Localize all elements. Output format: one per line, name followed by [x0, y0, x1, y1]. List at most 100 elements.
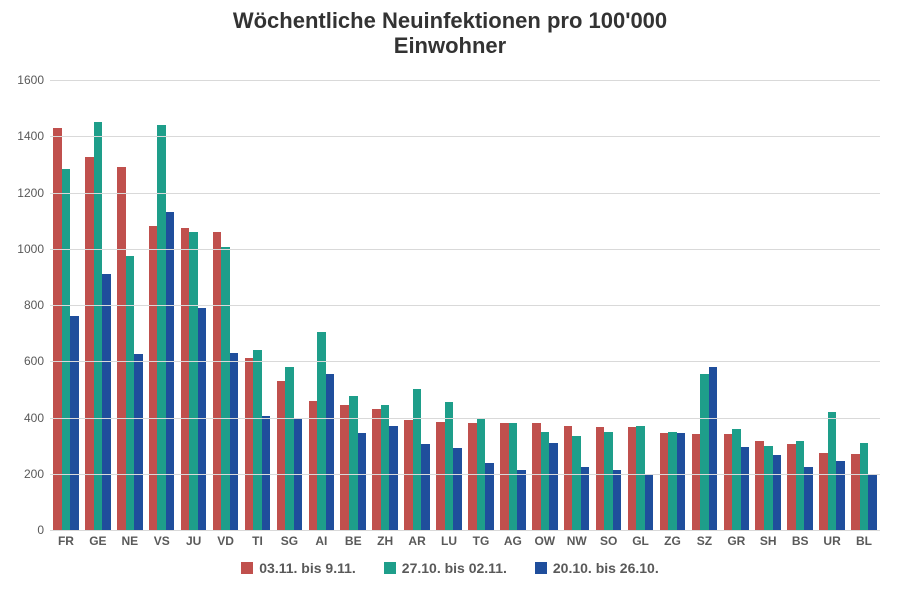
- gridline: [50, 474, 880, 475]
- ytick-label: 400: [24, 411, 50, 425]
- ytick-label: 0: [37, 523, 50, 537]
- bar: [53, 128, 62, 530]
- bar: [700, 374, 709, 530]
- xtick-label: ZH: [377, 530, 393, 548]
- bar: [157, 125, 166, 530]
- bar: [62, 169, 71, 530]
- bar: [636, 426, 645, 530]
- bar: [860, 443, 869, 530]
- bar: [213, 232, 222, 530]
- xtick-label: BL: [856, 530, 872, 548]
- bar: [517, 470, 526, 530]
- gridline: [50, 249, 880, 250]
- chart-title: Wöchentliche Neuinfektionen pro 100'000 …: [0, 8, 900, 59]
- bar: [755, 441, 764, 530]
- xtick-label: UR: [823, 530, 840, 548]
- bar: [468, 423, 477, 530]
- bar: [709, 367, 718, 530]
- xtick-label: ZG: [664, 530, 681, 548]
- bar: [628, 427, 637, 530]
- bar: [117, 167, 126, 530]
- bar: [134, 354, 143, 530]
- legend-label: 03.11. bis 9.11.: [259, 560, 356, 576]
- bar: [198, 308, 207, 530]
- xtick-label: TI: [252, 530, 263, 548]
- legend-item: 20.10. bis 26.10.: [535, 560, 659, 576]
- bar: [358, 433, 367, 530]
- bar: [787, 444, 796, 530]
- bar: [436, 422, 445, 530]
- bar: [828, 412, 837, 530]
- bar: [596, 427, 605, 530]
- bar: [149, 226, 158, 530]
- bar: [660, 433, 669, 530]
- xtick-label: VS: [154, 530, 170, 548]
- ytick-label: 600: [24, 354, 50, 368]
- bar: [453, 448, 462, 530]
- bar: [645, 474, 654, 530]
- bar: [309, 401, 318, 530]
- bar: [285, 367, 294, 530]
- bar: [532, 423, 541, 530]
- bar: [500, 423, 509, 530]
- legend-item: 03.11. bis 9.11.: [241, 560, 356, 576]
- legend-label: 20.10. bis 26.10.: [553, 560, 659, 576]
- ytick-label: 1200: [17, 186, 50, 200]
- xtick-label: NE: [121, 530, 138, 548]
- bar: [724, 434, 733, 530]
- bar: [541, 432, 550, 530]
- chart-title-line2: Einwohner: [394, 33, 506, 58]
- xtick-label: SO: [600, 530, 617, 548]
- bar: [189, 232, 198, 530]
- bar: [485, 463, 494, 531]
- xtick-label: TG: [473, 530, 490, 548]
- bar: [389, 426, 398, 530]
- bar: [245, 358, 254, 530]
- bar: [221, 247, 230, 530]
- bar: [230, 353, 239, 530]
- legend-swatch: [241, 562, 253, 574]
- bar: [70, 316, 79, 530]
- bar: [549, 443, 558, 530]
- bar: [381, 405, 390, 530]
- bar: [604, 432, 613, 530]
- xtick-label: NW: [567, 530, 587, 548]
- xtick-label: VD: [217, 530, 234, 548]
- xtick-label: BE: [345, 530, 362, 548]
- bar: [94, 122, 103, 530]
- xtick-label: BS: [792, 530, 809, 548]
- gridline: [50, 136, 880, 137]
- xtick-label: FR: [58, 530, 74, 548]
- legend-swatch: [384, 562, 396, 574]
- bar: [277, 381, 286, 530]
- ytick-label: 1000: [17, 242, 50, 256]
- gridline: [50, 530, 880, 531]
- bar: [677, 433, 686, 530]
- xtick-label: GR: [727, 530, 745, 548]
- gridline: [50, 193, 880, 194]
- bar: [732, 429, 741, 530]
- legend-item: 27.10. bis 02.11.: [384, 560, 507, 576]
- xtick-label: LU: [441, 530, 457, 548]
- bar: [372, 409, 381, 530]
- xtick-label: GE: [89, 530, 106, 548]
- bar: [819, 453, 828, 530]
- ytick-label: 200: [24, 467, 50, 481]
- gridline: [50, 80, 880, 81]
- bar: [445, 402, 454, 530]
- legend-swatch: [535, 562, 547, 574]
- bar: [804, 467, 813, 530]
- legend-label: 27.10. bis 02.11.: [402, 560, 507, 576]
- bar: [613, 470, 622, 530]
- xtick-label: SH: [760, 530, 777, 548]
- bar: [349, 396, 358, 530]
- gridline: [50, 418, 880, 419]
- xtick-label: AI: [315, 530, 327, 548]
- bar: [126, 256, 135, 530]
- bar: [741, 447, 750, 530]
- plot-area: FRGENEVSJUVDTISGAIBEZHARLUTGAGOWNWSOGLZG…: [50, 80, 880, 530]
- bar: [764, 446, 773, 530]
- bar: [581, 467, 590, 530]
- xtick-label: SG: [281, 530, 298, 548]
- bar: [564, 426, 573, 530]
